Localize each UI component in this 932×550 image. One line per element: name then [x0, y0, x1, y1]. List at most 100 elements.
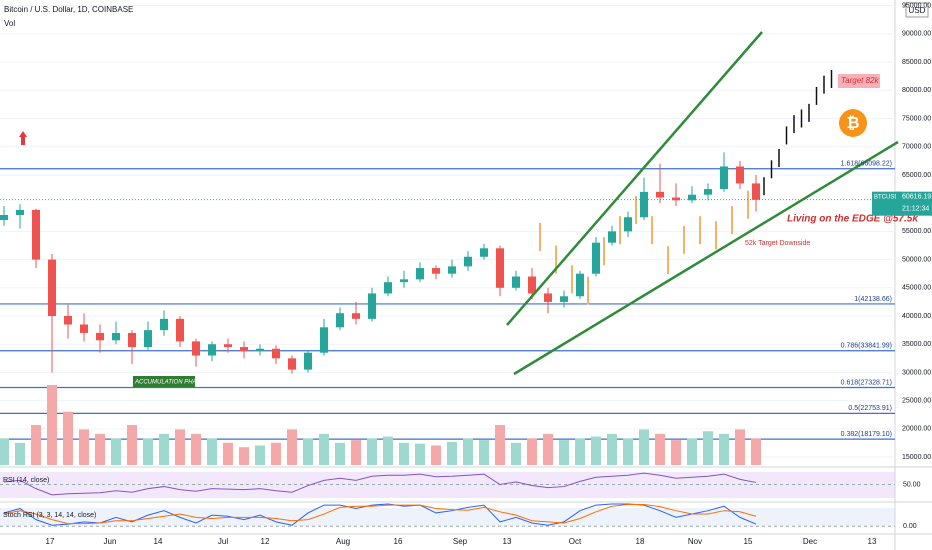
candle-body: [688, 194, 696, 201]
volume-bar: [143, 438, 153, 465]
candle-body: [560, 296, 568, 302]
chart-title: Bitcoin / U.S. Dollar, 1D, COINBASE: [4, 5, 133, 14]
volume-bar: [447, 441, 457, 465]
volume-bar: [271, 442, 281, 465]
last-value-box: [896, 191, 932, 216]
target-box: [838, 74, 880, 88]
candle-body: [64, 316, 72, 325]
candle-body: [656, 191, 664, 198]
currency: USD: [909, 6, 926, 15]
volume-bar: [0, 438, 9, 465]
volume-bar: [703, 431, 713, 465]
volume-label: Vol: [4, 19, 15, 28]
y-tick-label: 20000.00: [902, 426, 931, 433]
last-value: 60616.19: [902, 194, 931, 201]
bitcoin-icon: [839, 109, 867, 137]
y-tick-label: 15000.00: [902, 454, 931, 461]
y-tick-label: 40000.00: [902, 313, 931, 320]
candle-body: [672, 197, 680, 201]
x-tick-label: 12: [261, 537, 270, 546]
volume-bar: [127, 425, 137, 465]
annotation: Living on the EDGE @57.5k: [787, 214, 918, 225]
candle-body: [224, 344, 232, 348]
volume-bar: [383, 436, 393, 465]
rsi-title: RSI (14, close): [3, 477, 49, 484]
y-tick-label: 75000.00: [902, 115, 931, 122]
indicator-line: [3, 472, 757, 496]
candle-body: [384, 282, 392, 294]
volume-bar: [687, 438, 697, 465]
volume-bar: [495, 425, 505, 465]
volume-bar: [319, 433, 329, 465]
y-tick-label: 85000.00: [902, 59, 931, 66]
volume-bar: [671, 440, 681, 465]
candle-body: [16, 209, 24, 216]
volume-bar: [63, 411, 73, 465]
currency-box: [905, 2, 929, 18]
volume-bar: [111, 438, 121, 465]
candle-body: [0, 215, 8, 221]
volume-bar: [79, 429, 89, 465]
volume-bar: [719, 433, 729, 465]
x-tick-label: 16: [394, 537, 403, 546]
x-tick-label: Sep: [453, 537, 468, 546]
volume-bar: [431, 445, 441, 465]
level-label: 0.786(33841.99): [841, 343, 892, 350]
volume-bar: [95, 433, 105, 465]
candle-body: [320, 327, 328, 353]
candle-body: [176, 318, 184, 342]
trend-line: [513, 140, 899, 376]
volume-bar: [591, 436, 601, 465]
x-tick-label: Oct: [569, 537, 582, 546]
candle-body: [304, 352, 312, 370]
candle-body: [512, 276, 520, 288]
trend-line: [506, 31, 763, 326]
volume-bar: [335, 442, 345, 465]
candle-body: [144, 330, 152, 348]
x-tick-label: 13: [503, 537, 512, 546]
volume-bar: [559, 440, 569, 465]
volume-bar: [655, 433, 665, 465]
candle-body: [608, 231, 616, 243]
candle-body: [256, 348, 264, 352]
y-tick-label: 0.00: [903, 523, 917, 530]
candle-body: [736, 166, 744, 184]
stoch-title: Stoch RSI (3, 3, 14, 14, close): [3, 512, 96, 519]
volume-bar: [191, 433, 201, 465]
candle-body: [192, 341, 200, 356]
x-tick-label: Jul: [218, 537, 228, 546]
y-tick-label: 30000.00: [902, 369, 931, 376]
y-tick-label: 80000.00: [902, 87, 931, 94]
y-tick-label: 65000.00: [902, 172, 931, 179]
volume-bar: [415, 443, 425, 465]
candle-body: [720, 166, 728, 190]
volume-bar: [255, 445, 265, 465]
level-label: 1(42138.66): [854, 296, 892, 303]
y-tick-label: 35000.00: [902, 341, 931, 348]
candle-body: [592, 242, 600, 274]
level-label: 1.618(66098.22): [841, 161, 892, 168]
volume-bar: [639, 429, 649, 465]
y-tick-label: 95000.00: [902, 2, 931, 9]
volume-bar: [239, 447, 249, 465]
candle-body: [80, 324, 88, 333]
candle-body: [576, 273, 584, 297]
volume-bar: [31, 425, 41, 465]
y-tick-label: 25000.00: [902, 398, 931, 405]
volume-bar: [47, 385, 57, 465]
annotation: 52k Target Downside: [745, 240, 810, 247]
y-tick-label: 70000.00: [902, 144, 931, 151]
candle-body: [528, 276, 536, 294]
y-tick-label: 55000.00: [902, 228, 931, 235]
candle-body: [544, 293, 552, 302]
stoch-band: [0, 508, 895, 526]
x-tick-label: 15: [744, 537, 753, 546]
annotation: ACCUMULATION PHASE: [134, 380, 206, 386]
volume-bar: [479, 440, 489, 465]
candle-body: [400, 279, 408, 283]
volume-bar: [399, 442, 409, 465]
y-tick-label: 90000.00: [902, 31, 931, 38]
volume-bar: [527, 438, 537, 465]
volume-bar: [543, 433, 553, 465]
